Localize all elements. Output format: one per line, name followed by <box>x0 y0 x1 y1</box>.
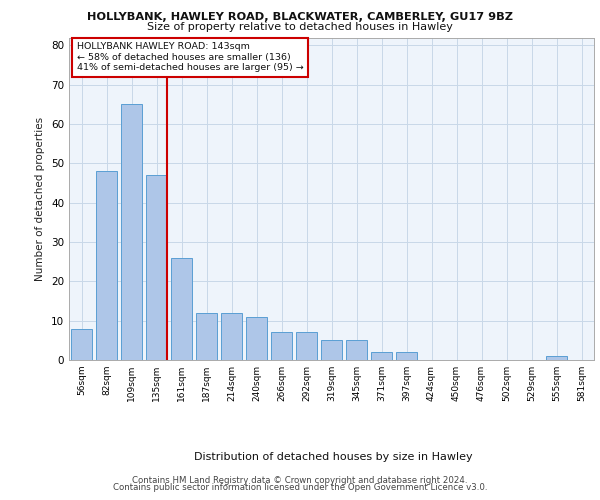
Bar <box>271 332 292 360</box>
Bar <box>171 258 192 360</box>
Y-axis label: Number of detached properties: Number of detached properties <box>35 116 46 281</box>
Bar <box>71 328 92 360</box>
Text: HOLLYBANK HAWLEY ROAD: 143sqm
← 58% of detached houses are smaller (136)
41% of : HOLLYBANK HAWLEY ROAD: 143sqm ← 58% of d… <box>77 42 304 72</box>
Bar <box>121 104 142 360</box>
Text: Size of property relative to detached houses in Hawley: Size of property relative to detached ho… <box>147 22 453 32</box>
Bar <box>96 171 117 360</box>
Bar <box>371 352 392 360</box>
Bar <box>321 340 342 360</box>
Text: Contains HM Land Registry data © Crown copyright and database right 2024.: Contains HM Land Registry data © Crown c… <box>132 476 468 485</box>
Bar <box>221 313 242 360</box>
Text: HOLLYBANK, HAWLEY ROAD, BLACKWATER, CAMBERLEY, GU17 9BZ: HOLLYBANK, HAWLEY ROAD, BLACKWATER, CAMB… <box>87 12 513 22</box>
Bar <box>146 175 167 360</box>
Text: Distribution of detached houses by size in Hawley: Distribution of detached houses by size … <box>194 452 472 462</box>
Text: Contains public sector information licensed under the Open Government Licence v3: Contains public sector information licen… <box>113 484 487 492</box>
Bar <box>296 332 317 360</box>
Bar <box>396 352 417 360</box>
Bar <box>546 356 567 360</box>
Bar <box>246 316 267 360</box>
Bar <box>196 313 217 360</box>
Bar <box>346 340 367 360</box>
